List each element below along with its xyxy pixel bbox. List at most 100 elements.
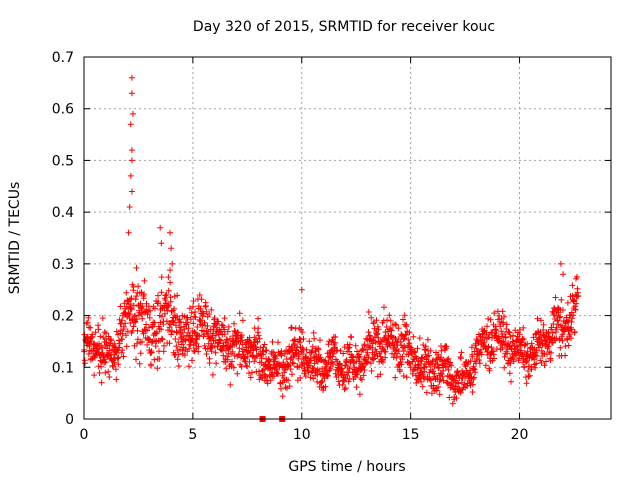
data-point	[302, 373, 309, 380]
data-point	[393, 322, 400, 328]
data-point	[356, 391, 363, 398]
data-point	[278, 385, 284, 392]
data-point	[449, 400, 456, 407]
data-point	[360, 372, 367, 379]
data-point	[195, 343, 202, 350]
data-point	[434, 351, 441, 358]
data-point	[280, 359, 287, 366]
data-point	[557, 260, 564, 267]
data-point	[198, 296, 205, 303]
y-tick-label: 0.5	[52, 153, 74, 169]
data-point	[330, 361, 337, 367]
data-point	[317, 337, 323, 344]
data-point	[204, 313, 211, 320]
data-point	[224, 356, 231, 363]
data-point	[558, 296, 565, 303]
data-point	[125, 310, 132, 316]
data-point	[388, 327, 395, 334]
data-points	[81, 74, 582, 422]
data-point	[469, 381, 476, 388]
data-point	[220, 352, 227, 359]
data-point	[516, 326, 523, 333]
data-point	[488, 344, 495, 351]
data-point	[152, 343, 159, 350]
data-point	[158, 326, 164, 333]
data-point	[560, 271, 567, 278]
data-point	[471, 374, 478, 381]
data-point	[568, 335, 575, 342]
data-point	[208, 306, 215, 313]
data-point	[155, 292, 161, 299]
data-point	[425, 352, 432, 359]
data-point	[209, 371, 216, 378]
data-point	[369, 340, 376, 347]
data-point	[259, 348, 266, 355]
data-point	[146, 314, 153, 321]
data-point	[528, 340, 535, 347]
data-point	[499, 308, 506, 315]
data-point	[422, 343, 429, 350]
data-point	[553, 324, 560, 331]
data-point	[246, 358, 253, 365]
data-point	[196, 332, 203, 339]
data-point	[491, 310, 498, 317]
data-point	[128, 306, 135, 313]
data-point	[200, 310, 207, 317]
data-point	[518, 347, 525, 354]
data-point	[102, 359, 109, 366]
data-point	[115, 361, 122, 368]
data-point	[405, 336, 412, 343]
data-point	[102, 369, 109, 376]
data-point	[112, 366, 119, 373]
data-point	[455, 380, 462, 387]
data-point	[305, 362, 312, 369]
data-point	[229, 348, 236, 355]
data-point	[438, 347, 445, 354]
data-point	[392, 347, 399, 354]
data-point	[159, 336, 166, 343]
data-point	[346, 341, 353, 348]
data-point	[153, 328, 160, 335]
data-point	[134, 327, 141, 334]
data-point	[224, 328, 231, 335]
data-point	[128, 157, 135, 164]
data-point	[163, 291, 170, 298]
data-point	[101, 329, 108, 336]
data-point	[266, 358, 273, 364]
data-point	[500, 338, 507, 345]
data-point	[134, 340, 140, 347]
data-point	[190, 303, 196, 310]
data-point	[193, 336, 200, 343]
data-point	[448, 381, 455, 388]
data-point	[152, 305, 158, 312]
data-point	[569, 282, 576, 289]
data-point	[319, 378, 326, 385]
data-point	[411, 348, 418, 355]
data-point	[238, 363, 245, 370]
data-point	[434, 361, 441, 368]
data-point	[130, 283, 137, 290]
data-point	[444, 380, 451, 386]
data-point	[300, 351, 306, 357]
data-point	[410, 333, 417, 340]
data-point	[197, 317, 204, 324]
data-point	[149, 324, 156, 331]
data-point	[540, 327, 547, 333]
data-point	[405, 343, 411, 350]
data-point	[151, 356, 158, 363]
data-point	[185, 363, 192, 370]
data-point	[488, 329, 495, 336]
data-point	[375, 326, 382, 333]
data-point	[435, 365, 442, 372]
data-point	[203, 351, 210, 357]
data-point	[381, 348, 388, 355]
data-point	[501, 341, 508, 348]
data-point	[433, 387, 440, 394]
x-tick-label: 10	[293, 427, 311, 443]
data-point	[564, 336, 571, 343]
y-tick-label: 0	[65, 412, 74, 428]
data-point	[92, 329, 99, 336]
data-point	[360, 347, 367, 354]
data-point	[115, 354, 122, 361]
data-point	[224, 336, 230, 343]
